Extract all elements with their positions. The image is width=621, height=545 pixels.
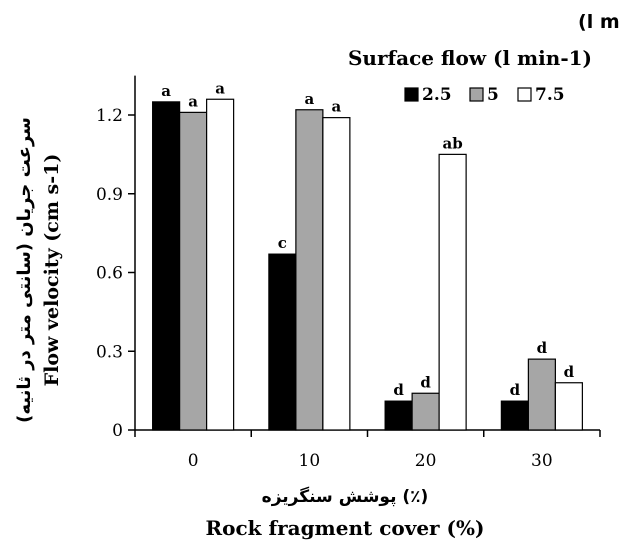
bar-7.5-10 [322,117,351,431]
bar-5-10 [295,109,324,431]
legend-title-fa: جریان های سطحی (l min-1) [578,11,621,33]
significance-letter: d [510,381,521,399]
y-tick-label: 0.3 [96,342,123,362]
bar-2.5-20 [384,400,413,431]
significance-letter: d [537,339,548,357]
legend-swatch-2.5 [404,87,419,102]
bar-2.5-10 [268,253,297,431]
axes: 0 0.3 0.6 0.9 1.2 0 10 20 30 [96,75,601,471]
significance-letter: c [278,234,287,252]
legend-label-2.5: 2.5 [422,85,452,105]
bars [152,98,583,431]
x-axis-label-en: Rock fragment cover (%) [206,516,485,540]
x-tick-label: 0 [188,451,199,471]
significance-letter: a [305,90,315,108]
legend: 2.5 5 7.5 [404,85,565,105]
significance-letter: a [215,79,225,97]
y-axis-label-en: Flow velocity (cm s-1) [41,154,63,387]
bar-2.5-30 [500,400,529,431]
bar-5-20 [411,392,440,431]
y-tick-label: 0.9 [96,185,123,205]
significance-letter: ab [443,134,463,152]
y-tick-label: 0 [112,421,123,441]
significance-letter: a [161,82,171,100]
legend-label-5: 5 [487,85,499,105]
legend-label-7.5: 7.5 [535,85,565,105]
x-tick-label: 30 [531,451,553,471]
bar-7.5-20 [438,153,467,431]
bar-7.5-0 [206,98,235,431]
bar-2.5-0 [152,101,181,431]
significance-letter: a [332,98,342,116]
bar-5-0 [179,111,208,431]
y-tick-label: 1.2 [96,106,123,126]
legend-title-en: Surface flow (l min-1) [348,46,592,70]
x-axis-label-fa: پوشش سنگریزه (٪) [262,486,429,507]
legend-swatch-5 [469,87,484,102]
x-tick-label: 10 [299,451,321,471]
significance-letter: a [188,92,198,110]
y-tick-label: 0.6 [96,264,123,284]
significance-letter: d [564,363,575,381]
legend-swatch-7.5 [517,87,532,102]
bar-7.5-30 [554,382,583,431]
significance-letter: d [420,373,431,391]
x-tick-label: 20 [415,451,437,471]
y-axis-label-fa: سرعت جریان (سانتی متر در ثانیه) [14,117,35,423]
significance-letter: d [393,381,404,399]
bar-5-30 [527,358,556,431]
